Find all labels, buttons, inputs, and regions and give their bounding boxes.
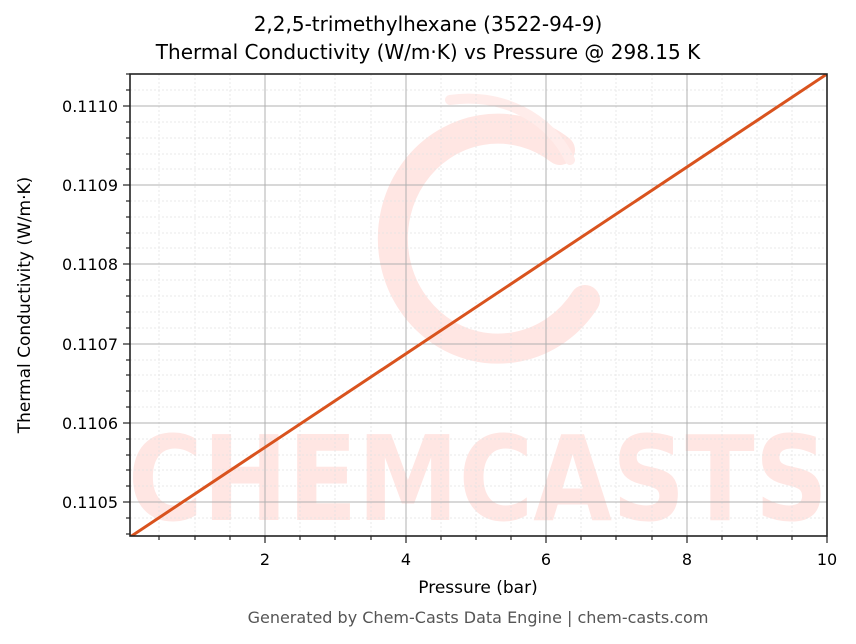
y-axis-label: Thermal Conductivity (W/m·K) [15, 177, 35, 435]
y-tick-label: 0.1109 [62, 176, 118, 195]
x-axis-label: Pressure (bar) [418, 578, 537, 598]
y-tick-label: 0.1105 [62, 493, 118, 512]
y-tick-label: 0.1107 [62, 335, 118, 354]
x-tick-label: 2 [260, 550, 270, 569]
chart-title-line2: Thermal Conductivity (W/m·K) vs Pressure… [155, 40, 701, 64]
chart-title-line1: 2,2,5-trimethylhexane (3522-94-9) [253, 12, 603, 36]
footer-credit: Generated by Chem-Casts Data Engine | ch… [247, 608, 709, 627]
y-ticks [123, 73, 130, 535]
y-tick-label: 0.1110 [62, 97, 118, 116]
x-tick-labels: 2 4 6 8 10 [260, 550, 837, 569]
watermark: CHEMCASTS [128, 93, 828, 548]
y-tick-label: 0.1108 [62, 255, 118, 274]
y-tick-labels: 0.1110 0.1109 0.1108 0.1107 0.1106 0.110… [62, 97, 118, 512]
x-ticks [158, 536, 828, 543]
minor-grid [130, 74, 827, 536]
x-tick-label: 6 [541, 550, 551, 569]
data-line [130, 74, 827, 536]
plot-frame [129, 73, 828, 537]
x-tick-label: 4 [401, 550, 411, 569]
x-tick-label: 10 [817, 550, 837, 569]
x-tick-label: 8 [682, 550, 692, 569]
major-grid [130, 74, 827, 536]
y-tick-label: 0.1106 [62, 414, 118, 433]
watermark-text: CHEMCASTS [128, 410, 828, 548]
